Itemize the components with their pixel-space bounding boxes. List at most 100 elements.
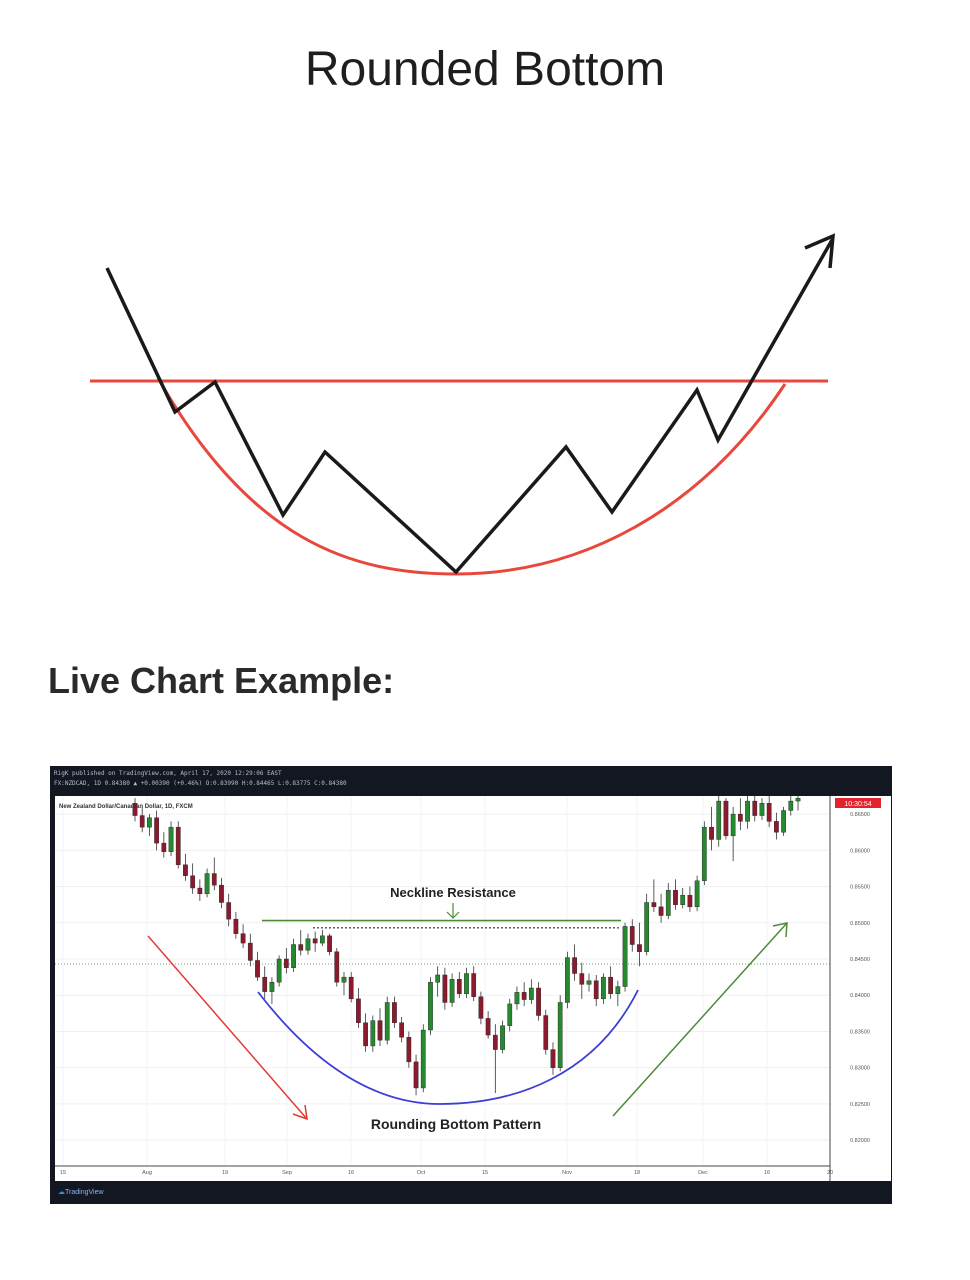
candle [528, 979, 534, 1004]
candle [283, 948, 289, 974]
candle [521, 982, 527, 1007]
candle [298, 930, 304, 956]
candle-body [485, 1018, 491, 1036]
candle [240, 924, 246, 949]
candle [745, 796, 750, 829]
tradingview-logo: TradingView [58, 1188, 104, 1196]
candle-body [442, 974, 448, 1003]
candle [139, 806, 145, 833]
candle [132, 798, 138, 822]
candle-body [399, 1022, 405, 1038]
candle [579, 962, 585, 999]
candle-body [593, 980, 599, 1000]
candle-body [658, 906, 664, 916]
chart-symbol-info: FX:NZDCAD, 1D 0.84380 ▲ +0.00390 (+0.46%… [54, 780, 347, 787]
candle [233, 911, 239, 939]
candle-body [709, 826, 714, 840]
candle [766, 796, 772, 828]
candles [132, 796, 801, 1096]
uptrend-arrow [612, 922, 788, 1117]
y-tick-label: 0.82000 [850, 1138, 870, 1144]
y-tick-label: 0.86500 [850, 812, 870, 818]
pattern-label: Rounding Bottom Pattern [371, 1116, 541, 1132]
candle [665, 882, 671, 920]
downtrend-arrow [147, 935, 308, 1120]
candle-body [449, 979, 455, 1003]
candle-body [615, 986, 621, 994]
chart-plot-area[interactable]: 0.86500 0.86000 0.85500 0.85000 0.84500 0.840… [55, 796, 891, 1181]
candle-body [723, 800, 729, 837]
candle [709, 806, 714, 851]
candle [485, 1011, 491, 1039]
candle [774, 812, 779, 840]
downtrend-arrowhead-icon [292, 1104, 308, 1121]
candle-body [183, 864, 188, 876]
candle [601, 973, 606, 1004]
candle [356, 987, 361, 1028]
candle [442, 967, 448, 1010]
candle [276, 955, 282, 987]
candle [204, 868, 210, 898]
x-tick-label: 18 [634, 1170, 640, 1176]
candle [291, 938, 296, 973]
candle [147, 814, 152, 836]
candle-body [161, 842, 167, 852]
x-tick-label: Nov [562, 1170, 572, 1176]
candle [543, 1009, 549, 1055]
candle [795, 796, 801, 811]
candle-body [312, 938, 318, 944]
y-tick-label: 0.83000 [850, 1066, 870, 1072]
x-tick-label: Sep [282, 1170, 292, 1176]
candle [622, 922, 628, 992]
candle-body [579, 973, 585, 985]
candle [320, 930, 325, 946]
candle-body [507, 1003, 513, 1026]
candle-body [601, 976, 606, 1000]
candle [456, 972, 462, 999]
candle-body [384, 1002, 390, 1041]
candle [500, 1020, 505, 1054]
uptrend-arrowhead-icon [772, 922, 788, 938]
candle-body [204, 873, 210, 895]
candle-body [680, 895, 686, 905]
candle [312, 931, 318, 952]
candle [716, 796, 722, 847]
candle [154, 810, 159, 851]
candle-body [471, 973, 477, 997]
candle-body [413, 1061, 419, 1089]
candle [536, 982, 541, 1021]
candle-body [665, 889, 671, 916]
candle-body [716, 800, 722, 840]
candle-body [565, 957, 570, 1003]
candle [701, 821, 707, 886]
candle-body [370, 1020, 376, 1047]
y-tick-label: 0.86000 [850, 848, 870, 854]
x-tick-label: 15 [482, 1170, 488, 1176]
candle-body [305, 938, 311, 951]
candle-body [132, 803, 138, 816]
candle [262, 966, 268, 999]
candle [247, 933, 253, 967]
x-tick-label: 20 [827, 1170, 833, 1176]
annotations [147, 903, 788, 1121]
candle [327, 933, 332, 956]
candle-body [175, 826, 181, 866]
candle-body [406, 1037, 412, 1063]
candle [644, 893, 650, 956]
candle-body [637, 944, 642, 952]
candle [565, 951, 570, 1009]
candle [392, 996, 397, 1028]
candle-body [327, 935, 332, 952]
candle [673, 879, 678, 910]
candle [175, 821, 181, 869]
candle-body [759, 803, 765, 816]
rounding-bottom-curve [257, 989, 639, 1105]
candle-body [500, 1025, 505, 1050]
candle [341, 972, 347, 996]
y-tick-label: 0.83500 [850, 1029, 870, 1035]
candle-body [673, 889, 678, 905]
candle [730, 806, 736, 862]
candle-body [255, 960, 260, 978]
candle-body [572, 957, 577, 974]
candle-body [247, 942, 253, 961]
